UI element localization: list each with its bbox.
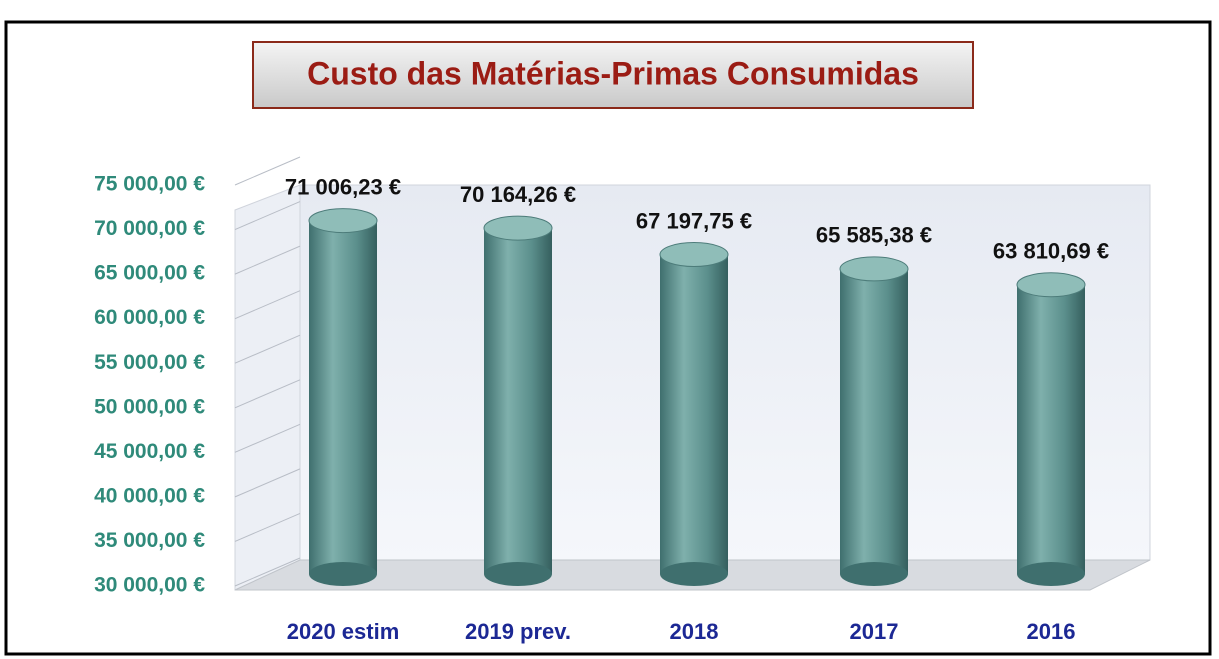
x-tick-label: 2016 [1027, 619, 1076, 644]
cylinder-base [484, 562, 552, 586]
grid-line [234, 334, 301, 364]
cylinder-base [840, 562, 908, 586]
cylinder-top [839, 256, 909, 282]
y-tick-label: 30 000,00 € [94, 574, 205, 597]
bar [483, 215, 553, 586]
grid-line [234, 423, 301, 453]
x-tick-label: 2019 prev. [465, 619, 571, 644]
value-label: 67 197,75 € [636, 208, 752, 233]
grid-line [234, 156, 301, 186]
bar [659, 242, 729, 586]
cylinder-body [309, 220, 377, 574]
x-tick-label: 2017 [850, 619, 899, 644]
value-label: 65 585,38 € [816, 223, 932, 248]
grid-line [234, 512, 301, 542]
cylinder-body [1017, 284, 1085, 574]
y-tick-label: 75 000,00 € [94, 173, 205, 196]
cylinder-top [483, 215, 553, 241]
grid-line [234, 245, 301, 275]
y-tick-label: 35 000,00 € [94, 529, 205, 552]
cylinder-base [309, 562, 377, 586]
bar [839, 256, 909, 586]
y-tick-label: 70 000,00 € [94, 217, 205, 240]
side-wall [234, 184, 301, 591]
y-tick-label: 45 000,00 € [94, 440, 205, 463]
chart-title: Custo das Matérias-Primas Consumidas [307, 55, 919, 91]
cylinder-body [840, 268, 908, 574]
grid-line [234, 201, 301, 231]
grid-line [234, 379, 301, 409]
grid-line [234, 290, 301, 320]
y-tick-label: 50 000,00 € [94, 395, 205, 418]
cylinder-body [660, 254, 728, 574]
value-label: 71 006,23 € [285, 174, 401, 199]
grid-line [234, 557, 301, 587]
value-label: 63 810,69 € [993, 239, 1109, 264]
y-tick-label: 55 000,00 € [94, 351, 205, 374]
cylinder-top [1016, 272, 1086, 298]
value-label: 70 164,26 € [460, 182, 576, 207]
x-tick-label: 2018 [670, 619, 719, 644]
bar [308, 208, 378, 586]
y-tick-label: 60 000,00 € [94, 306, 205, 329]
cylinder-body [484, 228, 552, 575]
cylinder-top [659, 242, 729, 268]
grid-line [234, 468, 301, 498]
cylinder-base [1017, 562, 1085, 586]
title-box [252, 41, 974, 109]
bar [1016, 272, 1086, 586]
y-tick-label: 65 000,00 € [94, 262, 205, 285]
cylinder-top [308, 208, 378, 234]
y-tick-label: 40 000,00 € [94, 484, 205, 507]
cylinder-base [660, 562, 728, 586]
x-tick-label: 2020 estim [287, 619, 400, 644]
